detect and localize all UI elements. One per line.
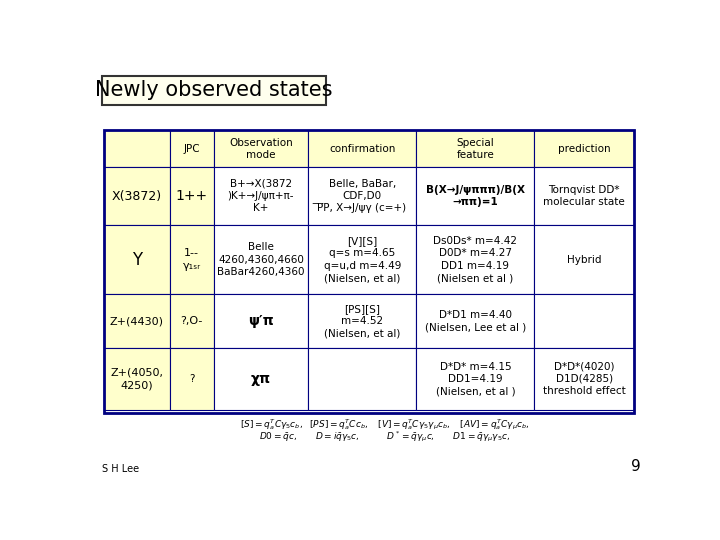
Bar bbox=[214, 294, 308, 348]
Text: 1--
γ₁ₛᵣ: 1-- γ₁ₛᵣ bbox=[183, 248, 201, 271]
Text: B(X→J/ψπππ)/B(X
→ππ)=1: B(X→J/ψπππ)/B(X →ππ)=1 bbox=[426, 185, 525, 207]
Bar bbox=[416, 294, 534, 348]
FancyBboxPatch shape bbox=[102, 76, 326, 105]
Text: χπ: χπ bbox=[251, 372, 271, 386]
Bar bbox=[170, 167, 214, 225]
Text: Hybrid: Hybrid bbox=[567, 255, 601, 265]
Text: ψ′π: ψ′π bbox=[248, 314, 274, 328]
Text: D*D*(4020)
D1D(4285)
threshold effect: D*D*(4020) D1D(4285) threshold effect bbox=[543, 362, 626, 396]
Bar bbox=[104, 130, 634, 413]
Bar bbox=[104, 294, 170, 348]
Bar bbox=[308, 130, 416, 167]
Text: D*D* m=4.15
DD1=4.19
(Nielsen, et al ): D*D* m=4.15 DD1=4.19 (Nielsen, et al ) bbox=[436, 362, 516, 396]
Bar bbox=[170, 130, 214, 167]
Text: JPC: JPC bbox=[184, 144, 200, 154]
Text: ?,O-: ?,O- bbox=[181, 316, 203, 326]
Text: Belle
4260,4360,4660
BaBar4260,4360: Belle 4260,4360,4660 BaBar4260,4360 bbox=[217, 242, 305, 277]
Text: Special
feature: Special feature bbox=[456, 138, 494, 160]
Bar bbox=[534, 130, 634, 167]
Text: Belle, BaBar,
CDF,D0
̅P̅P, X→J/ψγ (c=+): Belle, BaBar, CDF,D0 ̅P̅P, X→J/ψγ (c=+) bbox=[318, 179, 407, 213]
Text: 1++: 1++ bbox=[176, 189, 208, 203]
Bar bbox=[308, 167, 416, 225]
Text: Tornqvist DD*
molecular state: Tornqvist DD* molecular state bbox=[544, 185, 625, 207]
Bar bbox=[104, 348, 170, 410]
Text: Newly observed states: Newly observed states bbox=[95, 80, 333, 100]
Text: $[S]=q_a^T C\gamma_5 c_b,$  $[PS]=q_a^T C c_b,$   $[V]=q_a^T C\gamma_5\gamma_\mu: $[S]=q_a^T C\gamma_5 c_b,$ $[PS]=q_a^T C… bbox=[240, 417, 529, 431]
Bar bbox=[416, 130, 534, 167]
Bar bbox=[170, 294, 214, 348]
Text: [PS][S]
m=4.52
(Nielsen, et al): [PS][S] m=4.52 (Nielsen, et al) bbox=[324, 304, 400, 339]
Text: Ds0Ds* m=4.42
D0D* m=4.27
DD1 m=4.19
(Nielsen et al ): Ds0Ds* m=4.42 D0D* m=4.27 DD1 m=4.19 (Ni… bbox=[433, 236, 518, 283]
Bar bbox=[170, 348, 214, 410]
Text: S H Lee: S H Lee bbox=[102, 464, 139, 475]
Text: ?: ? bbox=[189, 374, 194, 384]
Text: 9: 9 bbox=[631, 460, 640, 475]
Bar bbox=[534, 167, 634, 225]
Bar bbox=[534, 348, 634, 410]
Text: $D0=\bar{q}c,$      $D=i\bar{q}\gamma_5 c,$         $D^*=\bar{q}\gamma_\mu c,$  : $D0=\bar{q}c,$ $D=i\bar{q}\gamma_5 c,$ $… bbox=[259, 429, 510, 444]
Bar bbox=[416, 348, 534, 410]
Bar bbox=[214, 225, 308, 294]
Text: Y: Y bbox=[132, 251, 142, 268]
Bar bbox=[104, 167, 170, 225]
Bar bbox=[416, 225, 534, 294]
Text: confirmation: confirmation bbox=[329, 144, 395, 154]
Bar bbox=[308, 294, 416, 348]
Text: prediction: prediction bbox=[558, 144, 611, 154]
Bar bbox=[534, 294, 634, 348]
Text: X(3872): X(3872) bbox=[112, 190, 162, 202]
Bar bbox=[308, 348, 416, 410]
Bar bbox=[416, 167, 534, 225]
Bar bbox=[308, 225, 416, 294]
Text: D*D1 m=4.40
(Nielsen, Lee et al ): D*D1 m=4.40 (Nielsen, Lee et al ) bbox=[425, 310, 526, 333]
Text: B+→X(3872
)K+→J/ψπ+π-
K+: B+→X(3872 )K+→J/ψπ+π- K+ bbox=[228, 179, 294, 213]
Bar bbox=[170, 225, 214, 294]
Text: Observation
mode: Observation mode bbox=[229, 138, 293, 160]
Bar bbox=[104, 130, 170, 167]
Bar bbox=[214, 130, 308, 167]
Text: Z+(4430): Z+(4430) bbox=[110, 316, 164, 326]
Bar bbox=[214, 348, 308, 410]
Bar bbox=[104, 225, 170, 294]
Bar bbox=[534, 225, 634, 294]
Text: Z+(4050,
4250): Z+(4050, 4250) bbox=[110, 368, 163, 390]
Bar bbox=[214, 167, 308, 225]
Text: [V][S]
q=s m=4.65
q=u,d m=4.49
(Nielsen, et al): [V][S] q=s m=4.65 q=u,d m=4.49 (Nielsen,… bbox=[323, 236, 401, 283]
